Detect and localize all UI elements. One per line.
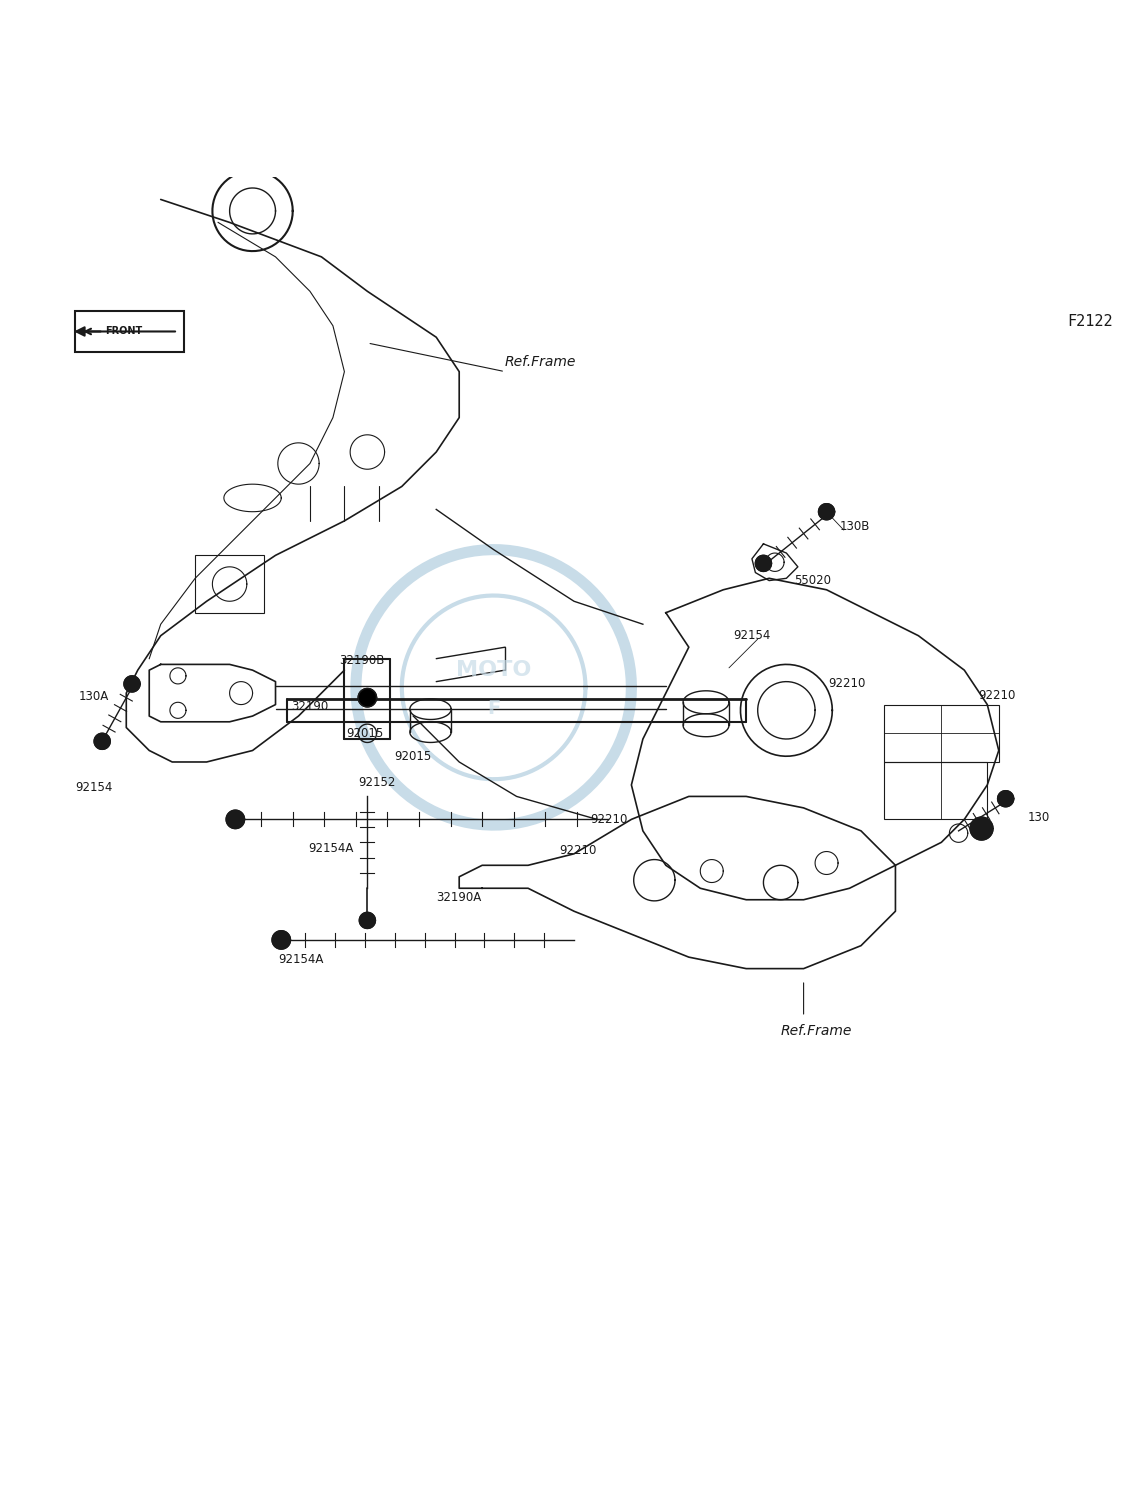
Text: 32190A: 32190A xyxy=(436,892,482,904)
Text: 32190: 32190 xyxy=(292,701,328,713)
Text: 130B: 130B xyxy=(840,521,870,533)
Text: 130: 130 xyxy=(1027,811,1050,824)
Text: 55020: 55020 xyxy=(794,573,831,587)
Text: 92152: 92152 xyxy=(358,776,395,790)
Polygon shape xyxy=(358,689,377,707)
Text: 92210: 92210 xyxy=(829,677,866,690)
Polygon shape xyxy=(226,811,245,829)
Text: F2122: F2122 xyxy=(1068,314,1114,329)
FancyBboxPatch shape xyxy=(75,311,184,353)
Text: Ref.Frame: Ref.Frame xyxy=(781,1024,852,1037)
Text: Ref.Frame: Ref.Frame xyxy=(505,356,576,369)
Text: 92154A: 92154A xyxy=(308,842,354,854)
Polygon shape xyxy=(359,913,375,929)
Polygon shape xyxy=(272,931,290,949)
Polygon shape xyxy=(819,504,835,519)
Text: FRONT: FRONT xyxy=(106,327,142,336)
Text: 130A: 130A xyxy=(79,690,109,702)
Text: 92154A: 92154A xyxy=(278,953,324,967)
Polygon shape xyxy=(998,791,1014,806)
Text: F: F xyxy=(487,698,501,717)
Text: 92154: 92154 xyxy=(76,781,113,794)
Text: 92210: 92210 xyxy=(590,814,627,826)
Text: 92210: 92210 xyxy=(978,689,1015,702)
Text: 92210: 92210 xyxy=(559,844,596,857)
Text: 92015: 92015 xyxy=(347,726,383,740)
Text: 92154: 92154 xyxy=(734,629,770,642)
Text: MOTO: MOTO xyxy=(456,660,532,680)
Polygon shape xyxy=(124,675,140,692)
Polygon shape xyxy=(755,555,771,572)
Polygon shape xyxy=(970,817,993,841)
Text: 92015: 92015 xyxy=(395,749,432,763)
Text: 32190B: 32190B xyxy=(339,654,385,668)
Polygon shape xyxy=(94,734,110,749)
